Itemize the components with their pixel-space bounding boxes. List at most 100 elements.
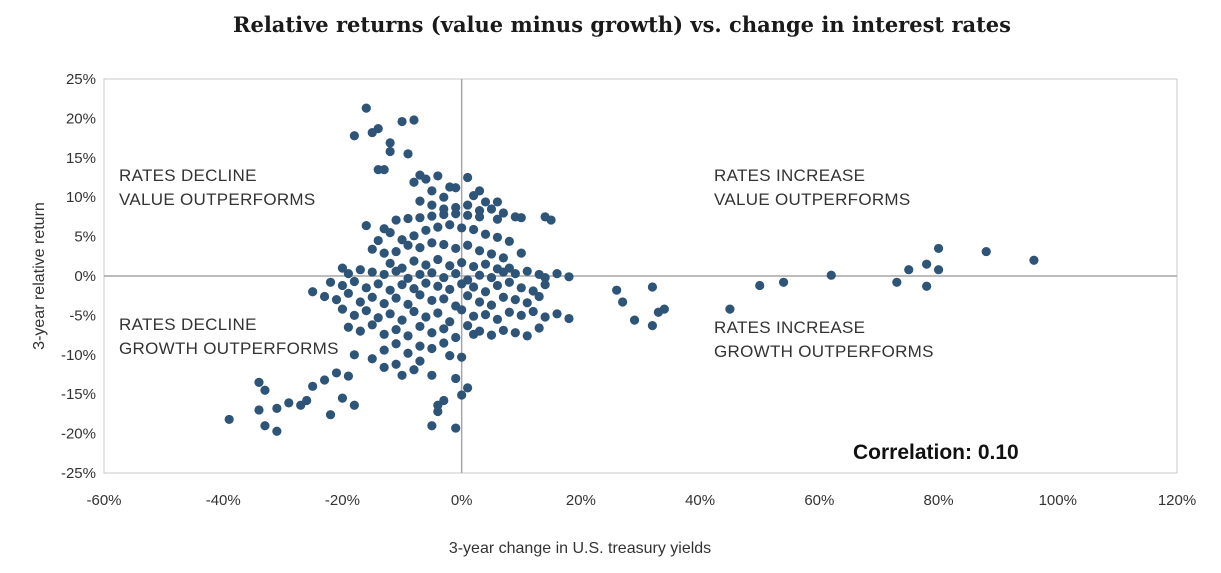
data-point	[409, 306, 419, 317]
data-point	[451, 373, 461, 384]
data-point	[427, 186, 437, 196]
quadrant-label-bottom-right-line1: RATES INCREASE	[714, 318, 865, 337]
data-point	[349, 131, 359, 141]
data-point	[922, 281, 932, 291]
data-point	[439, 192, 449, 202]
data-point	[427, 343, 437, 354]
data-point	[552, 269, 562, 279]
data-point	[337, 280, 348, 291]
data-point	[361, 306, 371, 316]
data-point	[534, 291, 544, 302]
data-point	[510, 328, 520, 338]
data-point	[415, 196, 425, 206]
data-point	[516, 248, 526, 258]
chart-title: Relative returns (value minus growth) vs…	[233, 12, 1011, 37]
data-point	[319, 375, 330, 385]
data-point	[325, 410, 336, 420]
data-point	[516, 310, 526, 320]
data-point	[349, 276, 359, 287]
data-point	[451, 332, 461, 343]
data-point	[284, 398, 294, 408]
data-point	[534, 323, 544, 333]
y-tick-label: 15%	[66, 150, 96, 167]
data-point	[427, 328, 437, 338]
data-point	[528, 286, 538, 296]
data-point	[540, 280, 550, 290]
x-tick-label: -60%	[86, 492, 121, 509]
data-point	[409, 231, 419, 241]
data-point	[427, 370, 437, 380]
data-point	[391, 266, 401, 276]
data-point	[463, 291, 473, 301]
data-point	[463, 172, 473, 183]
data-point	[463, 210, 473, 220]
data-point	[439, 324, 449, 334]
data-point	[367, 292, 377, 302]
data-point	[486, 272, 497, 283]
data-point	[349, 350, 359, 360]
x-tick-labels: -60% -40% -20% 0% 20% 40% 60% 80% 100% 120%	[86, 492, 1196, 509]
data-point	[296, 400, 306, 410]
y-tick-label: 20%	[66, 110, 96, 127]
data-point	[379, 345, 389, 355]
data-point	[504, 236, 514, 246]
data-point	[647, 282, 658, 292]
data-point	[463, 321, 473, 331]
x-tick-label: 20%	[566, 492, 596, 509]
data-point	[373, 313, 383, 323]
data-point	[403, 213, 413, 224]
data-point	[981, 246, 991, 257]
data-point	[439, 209, 449, 220]
quadrant-label-top-right-line1: RATES INCREASE	[714, 166, 865, 185]
data-point	[486, 204, 497, 214]
data-point	[308, 287, 318, 297]
x-tick-label: 80%	[924, 492, 954, 509]
data-point	[415, 243, 425, 253]
data-point	[433, 308, 443, 318]
data-point	[415, 269, 425, 280]
data-point	[463, 383, 473, 393]
data-point	[439, 395, 449, 406]
data-point	[409, 256, 419, 266]
quadrant-label-bottom-left-line2: GROWTH OUTPERFORMS	[119, 339, 339, 358]
data-point	[319, 291, 330, 302]
data-point	[474, 205, 485, 216]
data-point	[337, 393, 348, 403]
data-point	[391, 215, 401, 225]
data-points	[224, 103, 1039, 436]
data-point	[457, 279, 467, 289]
data-point	[492, 232, 503, 242]
data-point	[510, 295, 520, 305]
data-point	[391, 324, 401, 335]
data-point	[391, 293, 401, 303]
data-point	[933, 265, 944, 275]
data-point	[516, 213, 526, 223]
data-point	[421, 174, 431, 184]
data-point	[468, 224, 479, 235]
data-point	[337, 304, 348, 314]
data-point	[564, 313, 574, 324]
data-point	[480, 197, 491, 207]
data-point	[421, 260, 431, 270]
data-point	[540, 312, 550, 322]
data-point	[367, 354, 377, 364]
data-point	[385, 309, 395, 319]
data-point	[254, 377, 264, 387]
data-point	[618, 297, 628, 307]
data-point	[498, 325, 508, 335]
data-point	[325, 277, 336, 287]
x-tick-label: 100%	[1039, 492, 1077, 509]
data-point	[385, 138, 395, 148]
data-point	[468, 311, 479, 321]
quadrant-label-bottom-right-line2: GROWTH OUTPERFORMS	[714, 342, 934, 361]
data-point	[755, 280, 765, 291]
data-point	[349, 310, 359, 320]
data-point	[612, 285, 622, 295]
data-point	[361, 103, 371, 113]
data-point	[427, 295, 437, 306]
y-tick-label: 5%	[74, 229, 96, 246]
data-point	[331, 295, 342, 305]
data-point	[397, 280, 407, 290]
data-point	[451, 202, 461, 213]
data-point	[415, 341, 425, 351]
